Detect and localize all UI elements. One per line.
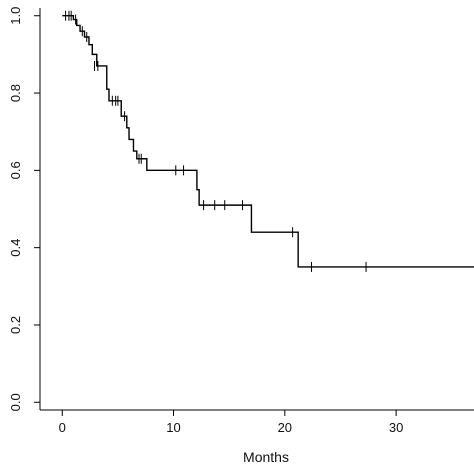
- y-tick-label: 0.0: [8, 393, 23, 411]
- survival-step-line: [62, 15, 474, 268]
- y-tick-label: 0.8: [8, 84, 23, 102]
- x-tick-label: 0: [59, 420, 66, 435]
- x-axis: 0 10 20 30: [59, 410, 403, 435]
- x-tick-label: 30: [389, 420, 403, 435]
- censor-marks: [65, 10, 367, 272]
- y-tick-label: 1.0: [8, 7, 23, 25]
- survival-curve: [62, 15, 474, 268]
- y-tick-label: 0.4: [8, 239, 23, 257]
- x-tick-label: 20: [278, 420, 292, 435]
- x-tick-label: 10: [166, 420, 180, 435]
- y-tick-label: 0.6: [8, 161, 23, 179]
- y-tick-label: 0.2: [8, 316, 23, 334]
- x-axis-title: Months: [243, 449, 289, 465]
- y-axis: 0.0 0.2 0.4 0.6 0.8 1.0: [8, 7, 40, 411]
